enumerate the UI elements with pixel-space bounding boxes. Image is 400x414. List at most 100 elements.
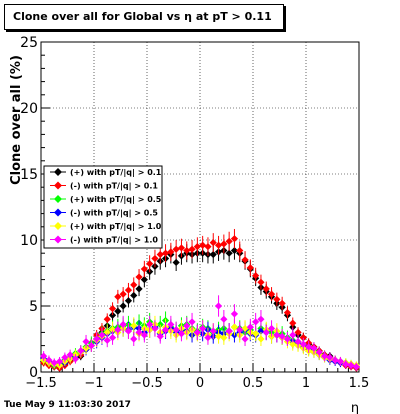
data-point: [299, 340, 307, 348]
chart-title: Clone over all for Global vs η at pT > 0…: [4, 4, 284, 30]
data-point: [119, 320, 127, 329]
legend-label: (+) with pT/|q| > 0.1: [70, 168, 162, 177]
data-point: [108, 334, 117, 342]
x-tick-label: 0: [196, 376, 204, 391]
data-point: [146, 320, 154, 329]
data-point: [40, 352, 48, 360]
data-point: [45, 356, 53, 364]
data-point: [289, 319, 297, 327]
data-point: [236, 246, 244, 255]
data-point: [103, 336, 111, 344]
data-point: [289, 331, 297, 339]
data-point: [140, 265, 148, 273]
data-point: [267, 324, 276, 333]
x-tick-label: −0.5: [131, 376, 163, 391]
data-point: [241, 335, 249, 343]
data-point: [315, 348, 323, 356]
legend-marker: [54, 181, 62, 190]
data-point: [87, 342, 95, 350]
data-point: [193, 328, 201, 336]
data-point: [161, 326, 170, 334]
data-point: [50, 359, 58, 367]
data-point: [199, 324, 207, 333]
data-point: [305, 343, 313, 351]
data-point: [161, 249, 170, 257]
data-point: [230, 246, 239, 255]
data-point: [336, 357, 345, 366]
x-tick-label: 0.5: [243, 376, 264, 391]
data-point: [140, 276, 148, 284]
y-tick-label: 20: [20, 101, 38, 117]
data-point: [183, 322, 191, 330]
legend: (+) with pT/|q| > 0.1 (-) with pT/|q| > 0…: [43, 165, 163, 249]
data-point: [71, 355, 80, 363]
legend-label: (+) with pT/|q| > 1.0: [70, 222, 162, 231]
data-point: [225, 249, 233, 257]
data-point: [114, 307, 122, 315]
data-point: [225, 327, 233, 335]
data-point: [214, 302, 223, 310]
data-point: [257, 335, 265, 343]
axes: −1.5 −1 −0.5 0 0.5 1 1.5 0 5 10 15 20 25: [20, 35, 369, 391]
data-point: [108, 311, 117, 319]
timestamp: Tue May 9 11:03:30 2017: [4, 400, 131, 410]
data-point: [103, 328, 111, 336]
data-point: [135, 273, 143, 281]
data-point: [172, 245, 180, 253]
y-tick-label: 15: [20, 167, 38, 183]
data-point: [220, 240, 228, 248]
data-point: [289, 340, 297, 348]
data-point: [278, 332, 286, 340]
data-point: [183, 246, 191, 255]
data-point: [204, 243, 212, 251]
data-point: [230, 235, 239, 243]
data-point: [294, 328, 302, 336]
legend-marker: [54, 235, 62, 244]
legend-label: (+) with pT/|q| > 0.5: [70, 195, 162, 204]
legend-marker: [54, 222, 62, 230]
x-tick-label: −1.5: [25, 376, 57, 391]
series: [40, 228, 360, 372]
data-point: [299, 334, 307, 342]
data-point: [320, 352, 329, 360]
data-point: [177, 330, 186, 338]
data-point: [98, 331, 106, 339]
data-point: [151, 254, 159, 263]
y-tick-label: 10: [20, 233, 38, 249]
data-point: [130, 322, 138, 330]
data-point: [124, 327, 133, 335]
data-point: [283, 309, 292, 317]
data-point: [114, 326, 122, 334]
data-point: [220, 334, 228, 342]
data-point: [177, 244, 186, 252]
data-point: [108, 305, 117, 313]
data-point: [188, 245, 196, 253]
data-point: [167, 320, 175, 329]
data-point: [146, 260, 154, 268]
data-point: [220, 315, 228, 323]
data-point: [209, 239, 217, 247]
data-point: [156, 250, 164, 259]
data-point: [114, 293, 122, 301]
y-axis-label: Clone over all (%): [9, 55, 24, 185]
data-point: [188, 318, 196, 326]
data-point: [246, 323, 254, 331]
data-point: [193, 243, 201, 251]
data-point: [252, 318, 260, 326]
data-point: [342, 360, 350, 368]
data-point: [214, 332, 223, 340]
data-point: [246, 264, 254, 272]
data-point: [130, 291, 138, 300]
data-point: [225, 237, 233, 245]
legend-box: [43, 165, 163, 249]
legend-label: (-) with pT/|q| > 1.0: [70, 236, 158, 245]
data-point: [273, 331, 281, 339]
data-point: [119, 302, 127, 310]
data-point: [108, 326, 117, 334]
legend-marker: [54, 195, 62, 203]
legend-label: (-) with pT/|q| > 0.5: [70, 209, 158, 218]
series-6: [40, 295, 360, 371]
y-tick-label: 0: [29, 365, 38, 381]
data-point: [294, 338, 302, 346]
